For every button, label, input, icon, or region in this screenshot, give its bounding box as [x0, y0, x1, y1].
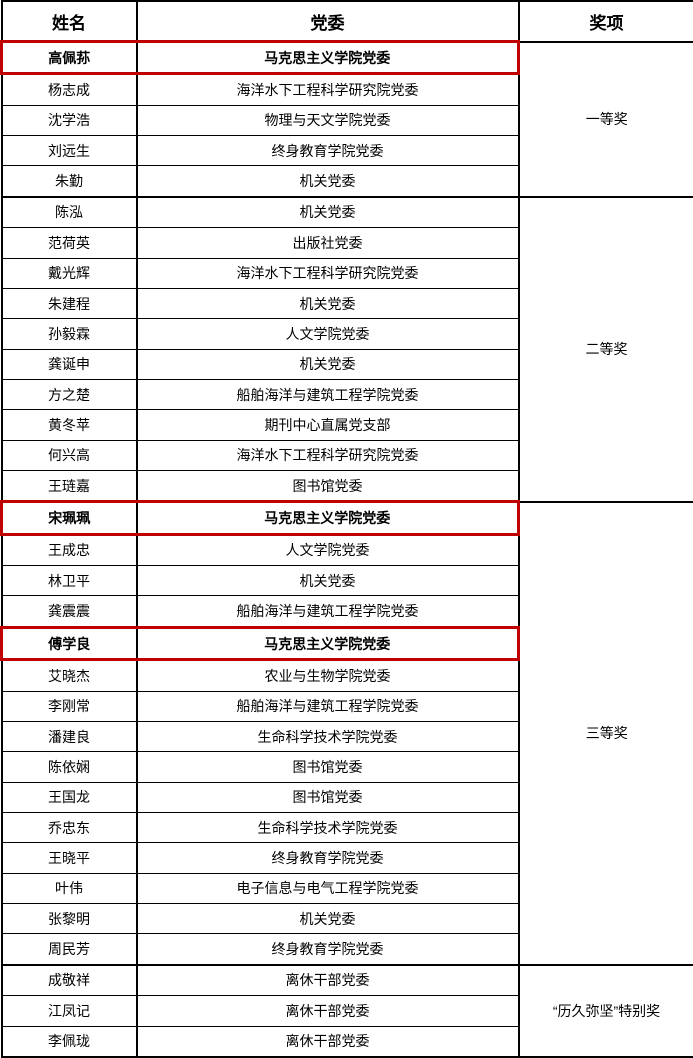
committee-cell: 物理与天文学院党委	[137, 105, 519, 135]
name-cell: 李佩珑	[2, 1026, 137, 1057]
committee-cell: 机关党委	[137, 904, 519, 934]
name-cell: 何兴高	[2, 440, 137, 470]
column-header-committee: 党委	[137, 1, 519, 42]
name-cell: 戴光辉	[2, 258, 137, 288]
committee-cell: 海洋水下工程科学研究院党委	[137, 258, 519, 288]
name-cell: 陈泓	[2, 197, 137, 228]
committee-cell: 机关党委	[137, 197, 519, 228]
committee-cell: 农业与生物学院党委	[137, 660, 519, 691]
award-cell: 一等奖	[519, 42, 693, 197]
award-cell: 三等奖	[519, 502, 693, 965]
name-cell: 周民芳	[2, 934, 137, 965]
committee-cell: 图书馆党委	[137, 782, 519, 812]
name-cell: 范荷英	[2, 228, 137, 258]
name-cell: 朱建程	[2, 288, 137, 318]
name-cell: 朱勤	[2, 166, 137, 197]
committee-cell: 机关党委	[137, 288, 519, 318]
name-cell: 孙毅霖	[2, 319, 137, 349]
table-row: 成敬祥离休干部党委“历久弥坚”特别奖	[2, 965, 693, 996]
committee-cell: 离休干部党委	[137, 965, 519, 996]
committee-cell: 海洋水下工程科学研究院党委	[137, 440, 519, 470]
committee-cell: 马克思主义学院党委	[137, 42, 519, 74]
committee-cell: 船舶海洋与建筑工程学院党委	[137, 596, 519, 627]
committee-cell: 人文学院党委	[137, 534, 519, 565]
award-cell: 二等奖	[519, 197, 693, 502]
committee-cell: 海洋水下工程科学研究院党委	[137, 74, 519, 105]
table-body: 高佩荪马克思主义学院党委一等奖杨志成海洋水下工程科学研究院党委沈学浩物理与天文学…	[2, 42, 693, 1057]
committee-cell: 终身教育学院党委	[137, 136, 519, 166]
committee-cell: 船舶海洋与建筑工程学院党委	[137, 691, 519, 721]
name-cell: 龚震震	[2, 596, 137, 627]
header-row: 姓名 党委 奖项	[2, 1, 693, 42]
committee-cell: 期刊中心直属党支部	[137, 410, 519, 440]
name-cell: 高佩荪	[2, 42, 137, 74]
name-cell: 艾晓杰	[2, 660, 137, 691]
name-cell: 李刚常	[2, 691, 137, 721]
name-cell: 叶伟	[2, 873, 137, 903]
committee-cell: 离休干部党委	[137, 1026, 519, 1057]
name-cell: 成敬祥	[2, 965, 137, 996]
committee-cell: 图书馆党委	[137, 752, 519, 782]
name-cell: 傅学良	[2, 627, 137, 659]
table-row: 宋珮珮马克思主义学院党委三等奖	[2, 502, 693, 534]
committee-cell: 电子信息与电气工程学院党委	[137, 873, 519, 903]
committee-cell: 机关党委	[137, 166, 519, 197]
name-cell: 宋珮珮	[2, 502, 137, 534]
committee-cell: 生命科学技术学院党委	[137, 812, 519, 842]
name-cell: 王晓平	[2, 843, 137, 873]
name-cell: 王琏嘉	[2, 471, 137, 502]
committee-cell: 终身教育学院党委	[137, 843, 519, 873]
column-header-name: 姓名	[2, 1, 137, 42]
name-cell: 潘建良	[2, 721, 137, 751]
name-cell: 王国龙	[2, 782, 137, 812]
committee-cell: 图书馆党委	[137, 471, 519, 502]
name-cell: 刘远生	[2, 136, 137, 166]
name-cell: 黄冬苹	[2, 410, 137, 440]
name-cell: 方之楚	[2, 379, 137, 409]
committee-cell: 出版社党委	[137, 228, 519, 258]
column-header-award: 奖项	[519, 1, 693, 42]
name-cell: 张黎明	[2, 904, 137, 934]
name-cell: 乔忠东	[2, 812, 137, 842]
committee-cell: 终身教育学院党委	[137, 934, 519, 965]
name-cell: 杨志成	[2, 74, 137, 105]
name-cell: 陈依娴	[2, 752, 137, 782]
committee-cell: 机关党委	[137, 349, 519, 379]
committee-cell: 马克思主义学院党委	[137, 627, 519, 659]
committee-cell: 船舶海洋与建筑工程学院党委	[137, 379, 519, 409]
name-cell: 林卫平	[2, 566, 137, 596]
name-cell: 王成忠	[2, 534, 137, 565]
committee-cell: 人文学院党委	[137, 319, 519, 349]
table-row: 陈泓机关党委二等奖	[2, 197, 693, 228]
committee-cell: 机关党委	[137, 566, 519, 596]
name-cell: 龚诞申	[2, 349, 137, 379]
table-row: 高佩荪马克思主义学院党委一等奖	[2, 42, 693, 74]
committee-cell: 马克思主义学院党委	[137, 502, 519, 534]
name-cell: 沈学浩	[2, 105, 137, 135]
committee-cell: 生命科学技术学院党委	[137, 721, 519, 751]
